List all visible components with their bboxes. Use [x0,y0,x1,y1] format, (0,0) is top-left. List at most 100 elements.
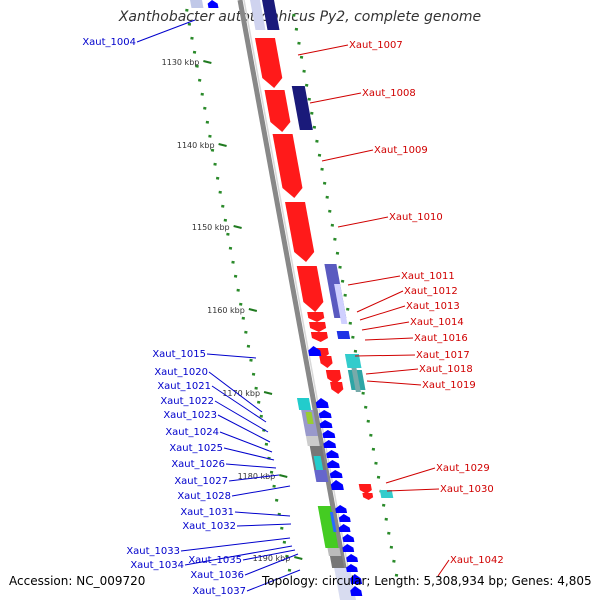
gc-tick [317,153,322,157]
gene-label-reverse: Xaut_1020 [154,367,208,378]
forward-gene-arrow [285,202,315,262]
reverse-gene-arrow [323,440,337,448]
feature-block [336,331,351,339]
gene-label-forward: Xaut_1010 [389,212,443,223]
gc-tick [304,83,309,87]
leader-line [309,92,362,104]
gene-label-reverse: Xaut_1031 [180,507,234,518]
gc-tick [218,190,222,194]
forward-gene-arrow [310,332,328,342]
gc-tick [223,218,228,222]
gc-tick [389,545,394,549]
leader-line [219,431,273,453]
gc-tick [312,125,317,129]
gene-label-forward: Xaut_1008 [362,88,416,99]
feature-block [329,556,345,568]
reverse-gene-arrow [326,460,340,468]
gc-tick [346,307,350,311]
gene-label-reverse: Xaut_1024 [165,427,219,438]
gene-label-forward: Xaut_1014 [410,317,464,328]
gc-tick [205,120,210,124]
leader-line [234,511,291,517]
leader-line [180,537,291,552]
feature-block [190,0,204,8]
feature-block [296,398,312,410]
forward-gene-arrow [272,134,303,198]
leader-line [208,371,263,413]
scale-tick-mark [233,225,242,229]
gc-tick [392,559,396,563]
feature-block [291,86,313,130]
gc-tick [251,372,256,376]
scale-tick-mark [218,143,227,147]
gene-label-forward: Xaut_1011 [401,271,455,282]
gc-tick [249,358,253,362]
scale-tick-mark [279,474,288,478]
leader-line [386,488,440,492]
gc-tick [277,512,281,516]
gc-tick [197,78,202,82]
gc-tick [272,484,276,488]
feature-block [351,368,361,392]
gene-label-reverse: Xaut_1037 [192,586,246,597]
gc-tick [307,97,311,101]
gc-tick [387,531,391,535]
leader-line [437,559,450,577]
gc-tick [269,470,274,474]
gene-label-reverse: Xaut_1028 [177,491,231,502]
gc-tick [294,27,299,31]
scale-tick-label: 1190 kbp [253,554,291,563]
backbone-highlight [243,0,355,600]
leader-line [214,400,269,433]
feature-block [334,284,348,324]
scale-tick-label: 1140 kbp [177,141,215,150]
scale-tick-mark [248,308,258,312]
leader-line [136,19,196,43]
reverse-gene-arrow [338,524,351,532]
gc-tick [236,288,240,292]
reverse-gene-arrow [319,420,333,428]
reverse-gene-arrow [322,430,336,438]
gene-label-reverse: Xaut_1034 [130,560,184,571]
gc-tick [353,349,358,353]
gc-tick [264,442,269,446]
scale-tick-mark [294,556,303,560]
leader-line [206,353,257,359]
gc-tick [384,517,388,521]
scale-tick-label: 1180 kbp [238,472,276,481]
gc-tick [287,568,292,572]
gc-tick [363,405,368,409]
gc-tick [195,64,199,68]
forward-gene-arrow [325,370,342,384]
gc-tick [226,232,230,236]
gene-track [190,0,394,600]
feature-block [329,512,337,532]
gc-tick [366,419,370,423]
scale-tick-mark [263,391,273,395]
gc-tick [246,344,251,348]
gc-tick [292,13,296,17]
gc-tick [374,461,378,465]
feature-block [262,0,280,30]
gene-label-reverse: Xaut_1023 [163,410,217,421]
gc-tick [299,55,304,59]
backbone [237,0,355,600]
leader-line [236,523,292,527]
gc-tick [302,69,306,73]
gc-tick [369,433,373,437]
gc-tick [239,302,243,306]
gc-tick [259,414,263,418]
feature-block [314,470,329,482]
forward-gene-arrow [254,38,283,88]
forward-gene-arrow [330,382,344,394]
gc-tick [244,330,248,334]
reverse-gene-arrow [350,574,363,584]
gc-tick [333,237,337,241]
feature-block [313,456,324,470]
reverse-gene-arrow [342,534,355,542]
forward-gene-arrow [362,493,374,500]
gc-tick [343,293,347,297]
leader-line [385,467,436,484]
gc-tick [322,181,327,185]
gene-label-reverse: Xaut_1033 [126,546,180,557]
